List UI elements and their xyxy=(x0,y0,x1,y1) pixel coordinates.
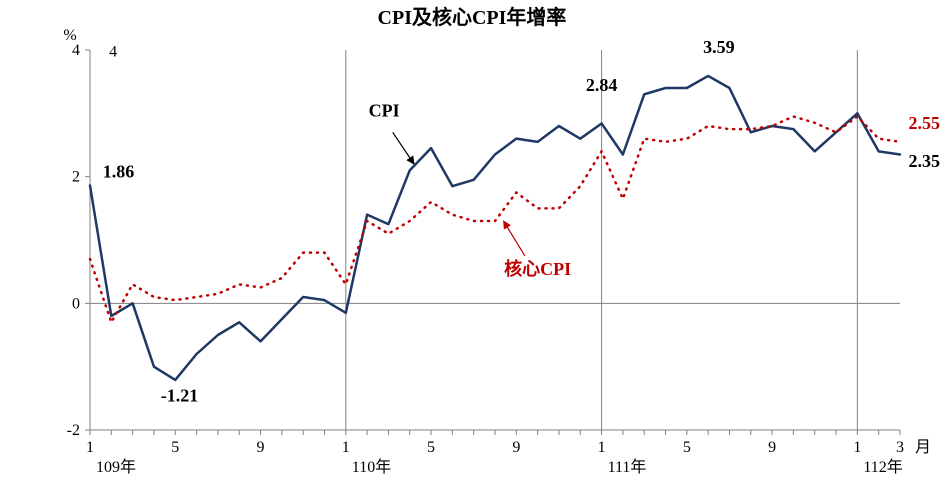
y-tick-label: 0 xyxy=(72,295,80,312)
annotation-text: CPI xyxy=(369,101,400,121)
x-month-unit: 月 xyxy=(915,439,931,456)
x-year-label: 110年 xyxy=(352,458,391,476)
y-unit-label: % xyxy=(63,27,76,44)
annotation-text: 2.84 xyxy=(586,75,618,95)
annotation-text: 1.86 xyxy=(103,162,135,182)
annotation-text: 4 xyxy=(109,43,117,60)
x-tick-label: 9 xyxy=(257,439,265,456)
x-tick-label: 9 xyxy=(768,439,776,456)
annotation-text: 3.59 xyxy=(703,37,735,57)
x-tick-label: 9 xyxy=(512,439,520,456)
annotation-text: 2.35 xyxy=(909,151,941,171)
x-tick-label: 5 xyxy=(683,439,691,456)
x-tick-label: 1 xyxy=(598,439,606,456)
x-tick-label: 3 xyxy=(896,439,904,456)
y-tick-label: -2 xyxy=(67,422,80,439)
y-tick-label: 2 xyxy=(72,169,80,186)
x-year-label: 109年 xyxy=(96,458,136,476)
annotation-text: 核心CPI xyxy=(504,258,571,279)
annotation-text: 2.55 xyxy=(909,113,941,133)
annotation-text: -1.21 xyxy=(161,386,199,406)
x-tick-label: 5 xyxy=(171,439,179,456)
x-tick-label: 5 xyxy=(427,439,435,456)
x-tick-label: 1 xyxy=(342,439,350,456)
x-year-label: 112年 xyxy=(863,458,902,476)
x-year-label: 111年 xyxy=(608,458,647,476)
chart-title: CPI及核心CPI年增率 xyxy=(378,5,567,29)
cpi-chart: CPI及核心CPI年增率 -2 0 2 4% 1 5 9 1 5 9 1 5 9 1 3月 109年 110年 11… xyxy=(0,0,944,503)
x-tick-label: 1 xyxy=(86,439,94,456)
x-tick-label: 1 xyxy=(853,439,861,456)
y-tick-label: 4 xyxy=(72,42,80,59)
chart-bg xyxy=(0,0,944,503)
